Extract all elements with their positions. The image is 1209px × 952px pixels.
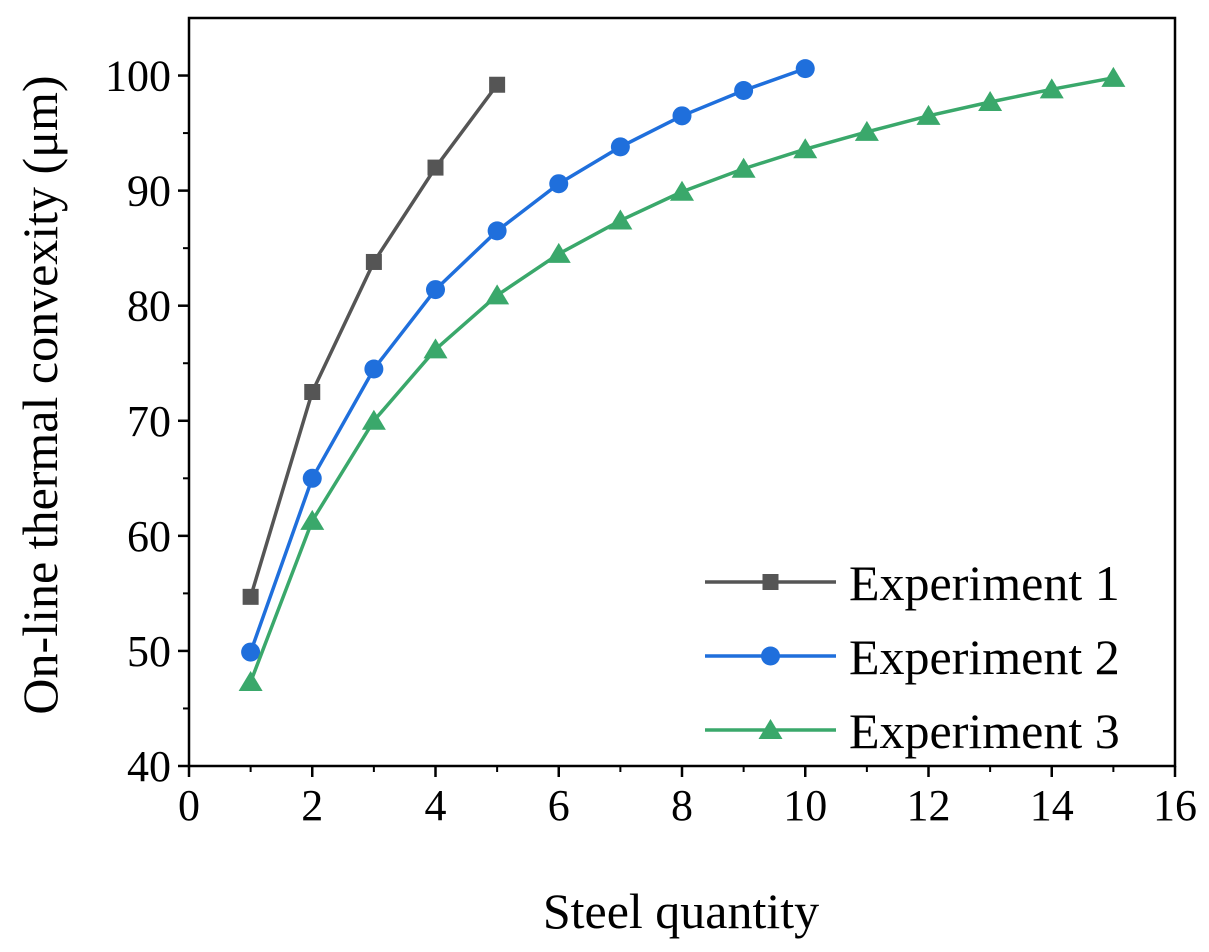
legend-marker (761, 646, 780, 666)
data-point (487, 221, 507, 241)
data-point (423, 338, 448, 359)
series-line (248, 83, 499, 598)
data-point (916, 104, 941, 125)
x-axis-ticks: 0 2 4 6 8 10 12 14 16 (178, 766, 1197, 830)
x-axis-label: Steel quantity (543, 883, 819, 939)
x-tick-label: 12 (907, 781, 951, 830)
legend-label: Experiment 3 (849, 703, 1120, 759)
x-tick-label: 2 (301, 781, 323, 830)
x-tick-label: 14 (1030, 781, 1074, 830)
data-point (672, 106, 692, 126)
data-point (485, 284, 510, 305)
data-point (610, 137, 630, 157)
data-point (361, 409, 386, 430)
data-point (427, 159, 444, 176)
y-tick-label: 40 (127, 742, 171, 791)
x-tick-label: 10 (783, 781, 827, 830)
series-3 (238, 66, 1126, 691)
y-axis-label: On-line thermal convexity (μm) (12, 75, 68, 714)
y-tick-label: 70 (127, 397, 171, 446)
data-point (242, 588, 259, 605)
legend-item: Experiment 3 (705, 703, 1120, 759)
data-point (670, 180, 694, 201)
y-tick-label: 80 (127, 282, 171, 331)
legend-marker (758, 719, 783, 739)
y-axis-ticks: 40 50 60 70 80 90 100 (105, 52, 189, 791)
data-point (795, 59, 815, 79)
data-point (302, 468, 322, 488)
series-layer (238, 59, 1126, 691)
data-point (238, 670, 263, 691)
data-point (304, 384, 321, 400)
data-point (793, 138, 818, 159)
data-point (546, 242, 571, 263)
data-point (241, 642, 261, 662)
data-point (1039, 78, 1064, 99)
data-point (1101, 66, 1126, 87)
data-point (300, 509, 325, 530)
data-point (365, 253, 382, 270)
legend-item: Experiment 2 (705, 629, 1120, 685)
data-point (731, 157, 756, 178)
legend-item: Experiment 1 (705, 555, 1120, 611)
data-point (489, 76, 506, 93)
data-point (364, 359, 384, 379)
data-point (978, 91, 1003, 112)
data-point (549, 174, 569, 194)
data-point (854, 120, 879, 141)
x-tick-label: 6 (548, 781, 570, 830)
series-2 (241, 59, 815, 662)
data-point (426, 280, 445, 300)
x-tick-label: 4 (425, 781, 447, 830)
data-point (734, 80, 754, 100)
y-tick-label: 50 (127, 627, 171, 676)
legend-marker (762, 574, 779, 590)
legend: Experiment 1 Experiment 2 Experiment 3 (705, 555, 1120, 759)
x-tick-label: 16 (1153, 781, 1197, 830)
y-tick-label: 90 (127, 167, 171, 216)
series-1 (242, 76, 506, 605)
data-point (608, 209, 633, 230)
y-tick-label: 60 (127, 512, 171, 561)
x-tick-label: 8 (671, 781, 693, 830)
legend-label: Experiment 1 (849, 555, 1120, 611)
series-line (248, 66, 806, 653)
y-tick-label: 100 (105, 52, 171, 101)
legend-label: Experiment 2 (849, 629, 1120, 685)
x-tick-label: 0 (178, 781, 200, 830)
